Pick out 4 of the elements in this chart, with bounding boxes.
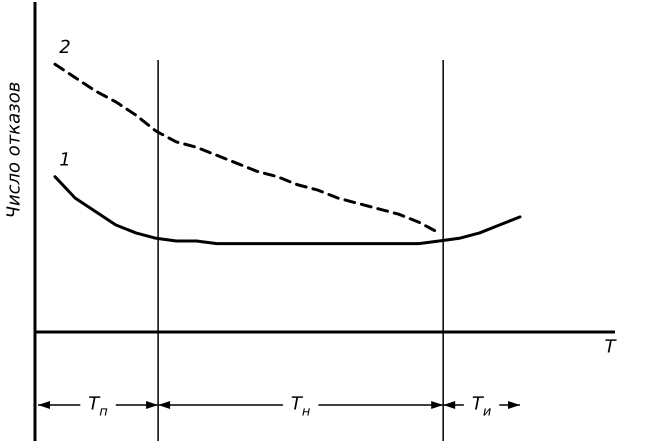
y-axis-title: Число отказов [4, 82, 25, 218]
series-label: 2 [59, 36, 71, 58]
series-label: 1 [59, 149, 71, 170]
x-axis-title: T [604, 336, 618, 358]
